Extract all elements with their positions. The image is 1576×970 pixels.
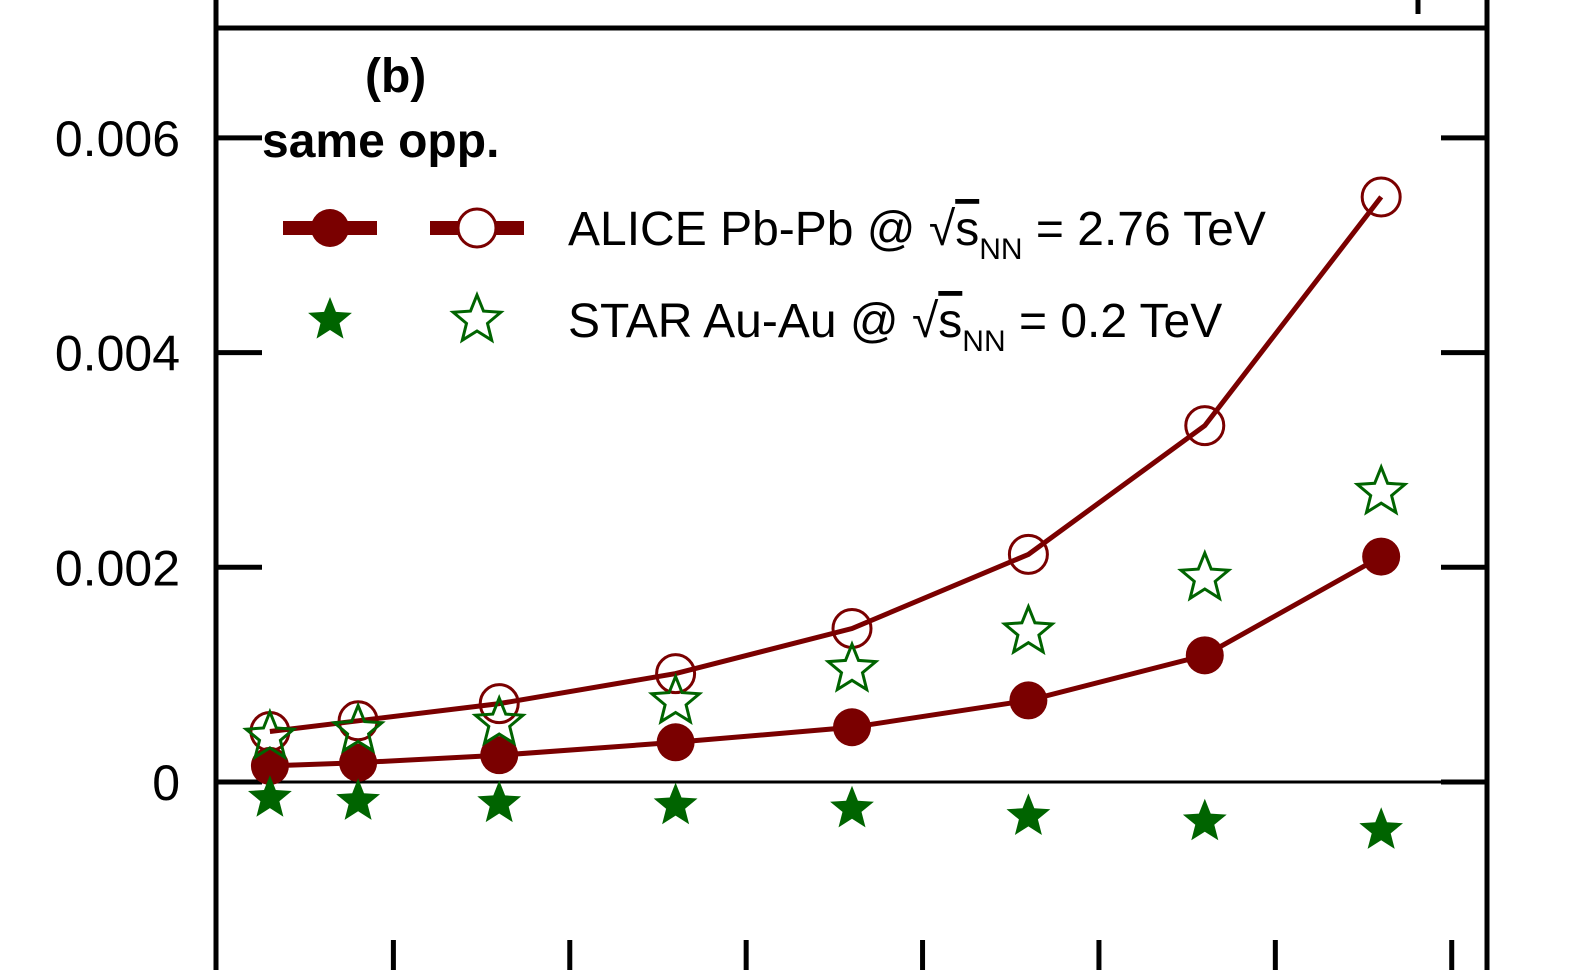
data-point-star_opp	[647, 672, 704, 725]
y-tick-label: 0.004	[55, 326, 180, 382]
plot-frame	[213, 0, 1490, 970]
legend-marker-opp	[456, 207, 498, 249]
legend-entry: ALICE Pb-Pb @ √sNN = 2.76 TeV	[283, 203, 1266, 266]
y-tick-label: 0.002	[55, 540, 180, 596]
series-star_opp	[242, 463, 1409, 761]
data-point-star_opp	[1000, 602, 1057, 656]
data-point-star_same	[830, 785, 874, 828]
legend-marker-opp	[449, 290, 505, 344]
data-point-alice_same	[1185, 636, 1224, 675]
legend-entry: STAR Au-Au @ √sNN = 0.2 TeV	[308, 290, 1222, 358]
data-point-alice_opp	[1007, 533, 1049, 575]
data-point-star_opp	[824, 640, 880, 693]
x-axis	[390, 940, 1455, 970]
data-point-alice_same	[480, 736, 519, 775]
data-point-star_same	[248, 775, 292, 817]
series-alice_opp	[249, 176, 1402, 753]
data-point-alice_same	[1009, 681, 1048, 720]
data-point-star_same	[653, 782, 698, 825]
panel-label: (b)	[365, 50, 426, 103]
y-tick-label: 0	[152, 755, 180, 811]
legend-marker-same	[308, 297, 352, 339]
legend-marker-bg	[458, 209, 496, 247]
legend-marker-same	[311, 209, 349, 247]
data-point-star_same	[336, 778, 380, 820]
data-point-alice_same	[833, 708, 871, 747]
data-point-star_same	[477, 780, 522, 823]
series-line-alice_same	[269, 554, 1383, 769]
legend: ALICE Pb-Pb @ √sNN = 2.76 TeV STAR Au-Au …	[283, 203, 1266, 358]
data-point-star_same	[1182, 798, 1227, 841]
data-point-star_opp	[242, 707, 298, 761]
data-point-alice_opp	[1184, 405, 1226, 447]
data-point-star_opp	[471, 693, 527, 747]
data-point-star_opp	[330, 701, 386, 754]
series-alice_same	[250, 537, 1401, 785]
series-layer	[242, 176, 1409, 849]
data-point-alice_opp	[655, 653, 697, 695]
data-point-star_same	[1006, 793, 1051, 835]
data-point-alice_opp	[1360, 176, 1402, 218]
data-point-star_same	[1359, 807, 1403, 849]
y-axis: 0 0.002 0.004 0.006	[55, 111, 1487, 811]
data-point-star_opp	[1353, 463, 1409, 516]
data-point-alice_same	[656, 723, 695, 762]
legend-header: same opp.	[262, 115, 499, 168]
legend-label: STAR Au-Au @ √sNN = 0.2 TeV	[568, 295, 1222, 358]
legend-label: ALICE Pb-Pb @ √sNN = 2.76 TeV	[568, 203, 1266, 266]
y-tick-label: 0.006	[55, 111, 180, 167]
series-star_same	[248, 775, 1403, 849]
data-point-alice_same	[1362, 537, 1401, 576]
data-point-star_opp	[1177, 548, 1233, 602]
data-point-alice_same	[339, 743, 378, 782]
data-point-alice_opp	[478, 683, 520, 725]
series-line-alice_opp	[269, 195, 1384, 734]
data-point-alice_same	[250, 746, 289, 785]
